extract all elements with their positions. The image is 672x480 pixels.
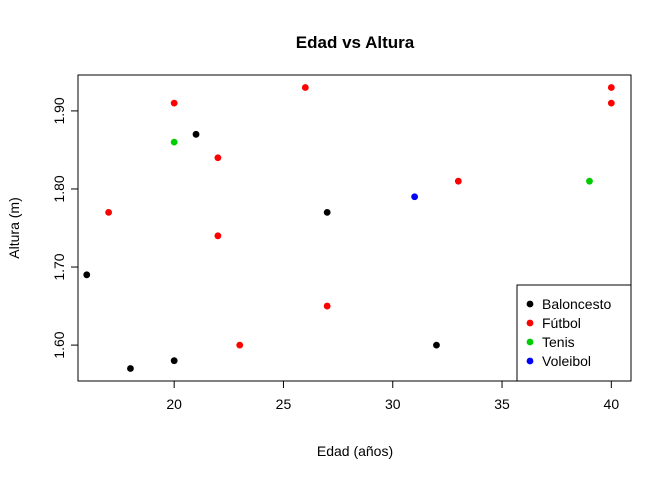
- x-tick-label: 25: [276, 396, 292, 412]
- x-tick-label: 40: [604, 396, 620, 412]
- data-point: [607, 99, 615, 107]
- legend-label: Tenis: [542, 334, 575, 350]
- data-points: [83, 84, 615, 372]
- legend-label: Voleibol: [542, 353, 591, 369]
- y-tick-label: 1.70: [51, 253, 67, 280]
- y-axis-label: Altura (m): [6, 197, 22, 258]
- data-point: [586, 177, 593, 185]
- data-point: [170, 138, 178, 146]
- data-point: [411, 193, 419, 201]
- legend-label: Baloncesto: [542, 296, 611, 312]
- data-point: [323, 208, 331, 216]
- y-tick-label: 1.90: [51, 97, 67, 124]
- data-point: [236, 341, 244, 349]
- y-axis: 1.60 1.70 1.80 1.90: [51, 97, 79, 359]
- data-point: [454, 177, 462, 185]
- y-tick-label: 1.80: [51, 175, 67, 202]
- x-tick-label: 20: [166, 396, 182, 412]
- legend-box: [516, 284, 632, 382]
- data-point: [433, 341, 440, 349]
- data-point: [127, 365, 134, 372]
- legend-marker: [526, 357, 534, 365]
- data-point: [607, 84, 615, 91]
- data-point: [83, 271, 91, 279]
- data-point: [105, 208, 113, 216]
- data-point: [192, 130, 200, 138]
- data-point: [301, 84, 309, 91]
- x-tick-label: 35: [494, 396, 510, 412]
- data-point: [214, 154, 222, 162]
- legend-marker: [526, 319, 534, 327]
- legend-marker: [526, 338, 534, 346]
- data-point: [214, 232, 222, 240]
- chart-title: Edad vs Altura: [296, 33, 415, 52]
- legend-marker: [526, 300, 534, 308]
- legend: Baloncesto Fútbol Tenis Voleibol: [516, 284, 632, 382]
- legend-label: Fútbol: [542, 315, 581, 331]
- data-point: [323, 302, 331, 310]
- data-point: [170, 99, 178, 107]
- data-point: [170, 357, 178, 365]
- x-axis-label: Edad (años): [317, 443, 393, 459]
- x-tick-label: 30: [385, 396, 401, 412]
- x-axis: 20 25 30 35 40: [166, 380, 620, 412]
- y-tick-label: 1.60: [51, 331, 67, 358]
